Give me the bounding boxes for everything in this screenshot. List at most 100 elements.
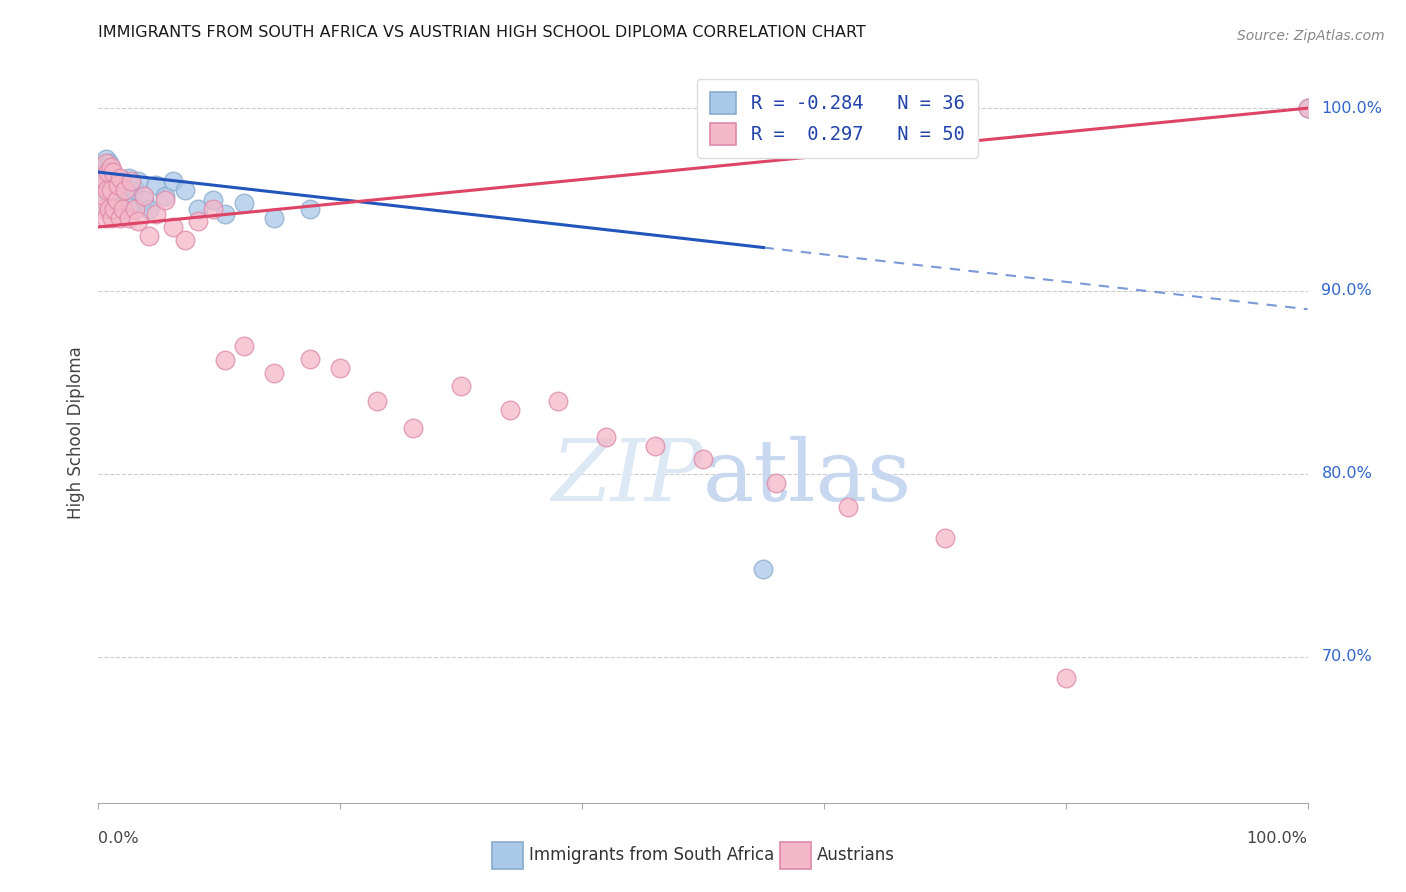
Point (96, 183, 118, 197)
Point (120, 196, 142, 211)
Point (107, 178, 129, 192)
Legend: R = -0.284   N = 36, R =  0.297   N = 50: R = -0.284 N = 36, R = 0.297 N = 50 (696, 79, 977, 158)
Point (145, 178, 167, 192)
Point (107, 178, 129, 192)
Point (91, 202, 114, 216)
Point (100, 189, 122, 203)
Text: 0.0%: 0.0% (98, 831, 139, 847)
Point (153, 193, 176, 207)
Point (329, 360, 352, 375)
Point (120, 174, 142, 188)
Point (837, 500, 859, 514)
Text: 100.0%: 100.0% (1247, 831, 1308, 847)
Point (366, 393, 388, 408)
Point (145, 207, 167, 221)
Point (1296, 101, 1319, 115)
Point (595, 430, 617, 444)
Point (644, 439, 666, 453)
Point (91, 170, 114, 185)
Point (105, 183, 128, 197)
Text: Immigrants from South Africa: Immigrants from South Africa (529, 847, 773, 864)
Point (94, 156, 117, 170)
Point (1054, 672, 1077, 686)
Point (91, 183, 114, 197)
Point (174, 233, 197, 247)
Point (118, 170, 141, 185)
Point (134, 189, 156, 203)
Point (134, 193, 156, 207)
Point (93, 189, 115, 203)
Point (232, 196, 254, 211)
Point (100, 165, 122, 179)
Text: Source: ZipAtlas.com: Source: ZipAtlas.com (1237, 29, 1385, 43)
Point (94, 211, 117, 225)
Point (93, 193, 115, 207)
Text: 80.0%: 80.0% (1322, 467, 1372, 482)
Point (98, 202, 121, 216)
Point (111, 202, 134, 216)
Point (187, 214, 209, 228)
Text: IMMIGRANTS FROM SOUTH AFRICA VS AUSTRIAN HIGH SCHOOL DIPLOMA CORRELATION CHART: IMMIGRANTS FROM SOUTH AFRICA VS AUSTRIAN… (98, 26, 866, 40)
Point (90, 178, 112, 192)
Point (108, 202, 131, 216)
Point (108, 211, 131, 225)
Point (100, 211, 122, 225)
Point (118, 211, 141, 225)
Point (127, 174, 149, 188)
Point (1296, 101, 1319, 115)
Point (174, 183, 197, 197)
Point (450, 379, 472, 393)
Text: 70.0%: 70.0% (1322, 649, 1372, 664)
Point (127, 214, 149, 228)
Point (498, 402, 520, 417)
Point (108, 170, 131, 185)
Point (765, 475, 787, 490)
Point (114, 183, 136, 197)
Point (202, 202, 225, 216)
Y-axis label: High School Diploma: High School Diploma (66, 346, 84, 519)
Point (263, 366, 285, 380)
Point (90, 174, 112, 188)
Point (103, 202, 125, 216)
Point (98, 156, 121, 170)
Point (100, 183, 122, 197)
Point (101, 196, 124, 211)
Text: 100.0%: 100.0% (1322, 101, 1382, 116)
Point (97, 165, 120, 179)
Point (187, 202, 209, 216)
Point (547, 393, 569, 408)
Point (202, 193, 225, 207)
Point (105, 193, 128, 207)
Point (214, 353, 236, 368)
Point (299, 351, 322, 366)
Point (91, 160, 114, 174)
Point (103, 170, 125, 185)
Point (138, 202, 160, 216)
Point (692, 452, 714, 467)
Text: Austrians: Austrians (817, 847, 894, 864)
Point (153, 189, 176, 203)
Text: atlas: atlas (703, 435, 912, 518)
Point (100, 160, 122, 174)
Point (934, 531, 956, 545)
Point (299, 202, 322, 216)
Point (263, 211, 285, 225)
Point (114, 183, 136, 197)
Point (752, 562, 775, 576)
Point (96, 169, 118, 183)
Text: 90.0%: 90.0% (1322, 284, 1372, 299)
Point (214, 207, 236, 221)
Point (232, 339, 254, 353)
Point (94, 153, 117, 167)
Point (101, 165, 124, 179)
Point (162, 219, 184, 234)
Point (111, 174, 134, 188)
Point (97, 202, 120, 216)
Point (100, 178, 122, 192)
Point (124, 183, 146, 197)
Text: ZIP: ZIP (551, 435, 703, 518)
Point (124, 202, 146, 216)
Point (138, 229, 160, 244)
Point (402, 421, 425, 435)
Point (162, 174, 184, 188)
